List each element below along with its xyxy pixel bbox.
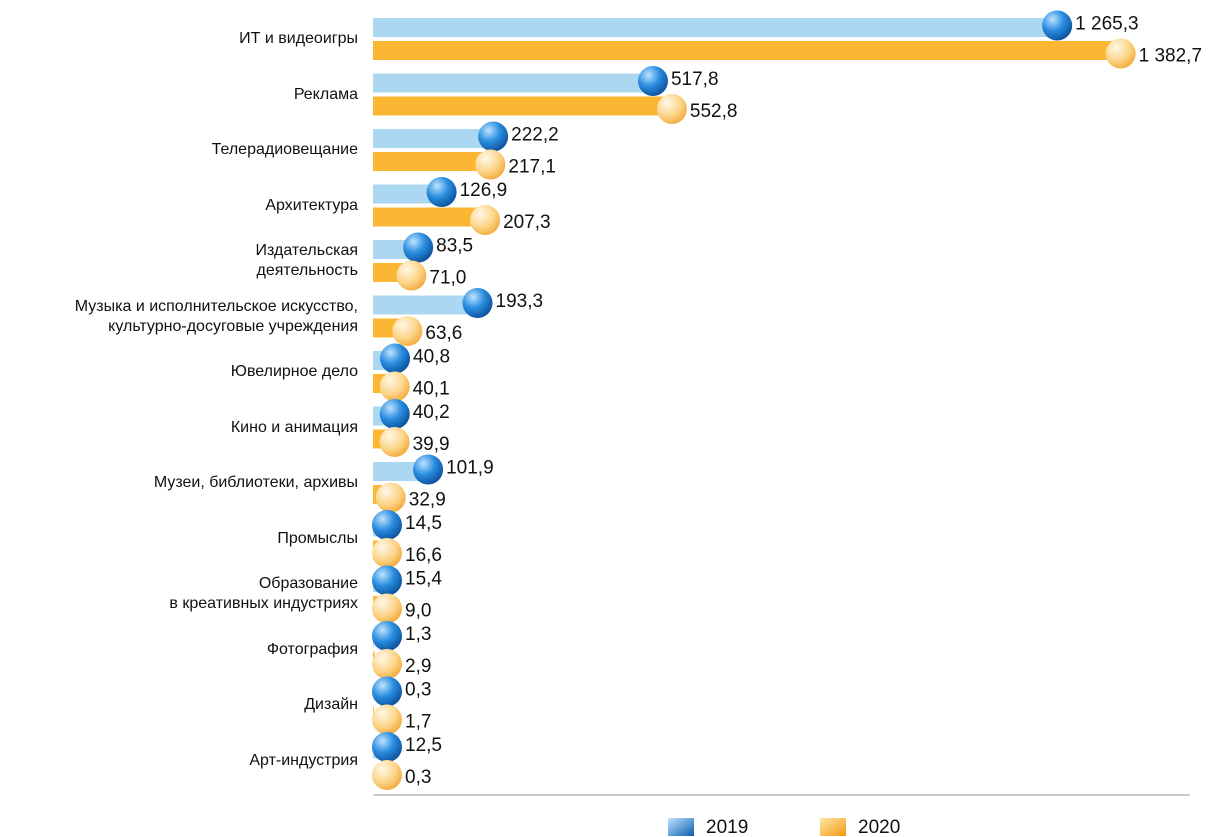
bar-cap [475, 149, 506, 180]
legend-label: 2019 [706, 817, 748, 837]
value-label: 15,4 [405, 569, 442, 590]
category-label: Фотография [266, 640, 358, 658]
category-label: Промыслы [277, 529, 358, 547]
value-label: 0,3 [405, 680, 431, 701]
value-label: 552,8 [690, 101, 738, 122]
bar [373, 73, 653, 93]
value-label: 83,5 [436, 236, 473, 257]
value-label: 1,3 [405, 624, 431, 645]
value-label: 1,7 [405, 712, 431, 733]
legend-swatch [668, 818, 694, 836]
bar [373, 129, 494, 148]
bar-cap [392, 316, 423, 346]
bar-cap [380, 343, 411, 374]
value-label: 101,9 [446, 458, 494, 479]
bar [373, 207, 486, 227]
bar-cap [372, 760, 402, 790]
bar-cap [396, 260, 427, 291]
value-label: 0,3 [405, 767, 431, 788]
category-label: Музеи, библиотеки, архивы [153, 474, 358, 491]
category-label: Архитектура [265, 196, 358, 214]
bar-cap [372, 565, 402, 596]
bar-cap [379, 371, 410, 402]
legend-label: 2020 [858, 817, 900, 837]
value-label: 193,3 [496, 291, 544, 312]
value-label: 14,5 [405, 513, 442, 534]
value-label: 16,6 [405, 545, 442, 566]
value-label: 1 265,3 [1075, 14, 1138, 35]
value-label: 39,9 [413, 434, 450, 455]
category-label: Реклама [293, 85, 358, 103]
value-label: 71,0 [429, 268, 466, 289]
value-label: 40,2 [413, 402, 450, 423]
bar-cap [379, 427, 410, 457]
bar-cap [372, 649, 402, 679]
bar [373, 184, 442, 204]
category-label: Арт-индустрия [249, 751, 358, 769]
bar-cap [372, 593, 402, 624]
bar [373, 41, 1121, 60]
category-label: Музыка и исполнительское искусство, куль… [74, 297, 358, 335]
bar [373, 152, 491, 171]
category-label: Издательская деятельность [255, 242, 358, 279]
bar-cap [372, 621, 402, 651]
bar [373, 295, 478, 315]
value-label: 32,9 [409, 490, 446, 511]
category-label: ИТ и видеоигры [239, 30, 358, 47]
value-label: 1 382,7 [1139, 46, 1202, 67]
bar [373, 96, 672, 116]
category-label: Ювелирное дело [230, 363, 358, 380]
value-label: 126,9 [460, 180, 508, 201]
bar-cap [1105, 38, 1136, 69]
bar-cap [372, 732, 402, 762]
bar-cap [372, 510, 402, 540]
bar-cap [426, 177, 457, 207]
value-label: 12,5 [405, 735, 442, 756]
bar-cap [375, 482, 406, 513]
bar-cap [462, 288, 493, 318]
value-label: 517,8 [671, 69, 719, 90]
value-label: 9,0 [405, 601, 431, 622]
value-label: 207,3 [503, 212, 551, 233]
bar-cap [413, 454, 444, 485]
value-label: 2,9 [405, 656, 431, 677]
bar-cap [470, 205, 501, 235]
bar-cap [637, 66, 668, 96]
value-label: 222,2 [511, 125, 559, 146]
category-label: Дизайн [304, 696, 358, 713]
bar-cap [372, 704, 402, 735]
category-label: Образование в креативных индустриях [169, 575, 358, 612]
bar-cap [372, 676, 402, 707]
value-label: 63,6 [425, 323, 462, 344]
bar-cap [372, 538, 402, 568]
bar-cap [1042, 10, 1073, 41]
value-label: 40,1 [413, 379, 450, 400]
bar-cap [478, 121, 509, 152]
bar-cap [403, 232, 434, 263]
bar-cap [379, 399, 410, 429]
bar [373, 18, 1058, 37]
legend-swatch [820, 818, 846, 836]
value-label: 40,8 [413, 347, 450, 368]
bar-cap [656, 94, 687, 124]
value-label: 217,1 [508, 157, 556, 178]
category-label: Телерадиовещание [211, 141, 358, 158]
category-label: Кино и анимация [230, 418, 358, 436]
